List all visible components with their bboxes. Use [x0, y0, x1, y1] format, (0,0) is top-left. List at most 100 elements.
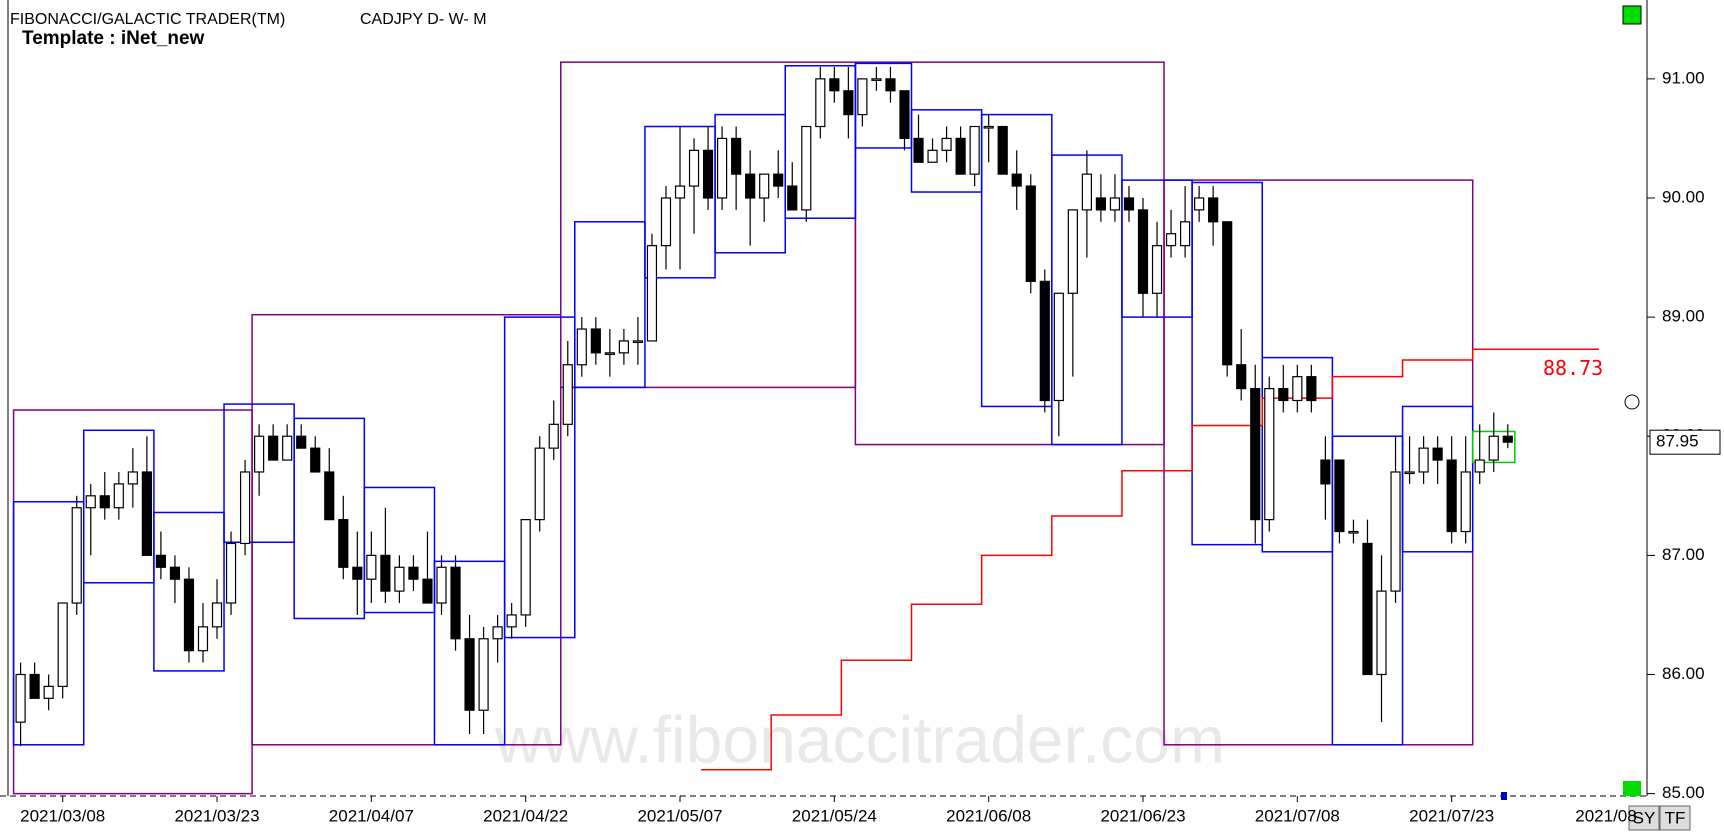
- candle-body: [927, 149, 938, 163]
- step-line-label: 88.73: [1543, 356, 1603, 380]
- candle-body: [338, 519, 349, 568]
- candle-body: [211, 602, 223, 628]
- candle-body: [773, 173, 784, 187]
- y-tick-label: 89.00: [1662, 307, 1705, 326]
- x-tick-label: 2021/05/24: [792, 806, 877, 825]
- sy-button-label[interactable]: SY: [1633, 808, 1656, 827]
- last-price-box: [1649, 429, 1721, 455]
- plot-area: 88.73: [12, 61, 1603, 795]
- candle-body: [239, 471, 251, 545]
- candle-body: [632, 340, 644, 344]
- tf-button[interactable]: [1659, 805, 1691, 831]
- candle-body: [702, 149, 714, 199]
- monthly-range-box: [251, 313, 562, 746]
- x-tick-label: 2021/04/07: [329, 806, 414, 825]
- y-tick-label: 91.00: [1662, 68, 1705, 87]
- candle-body: [1053, 292, 1064, 402]
- y-tick-label: 90.00: [1662, 187, 1705, 206]
- candle-body: [71, 507, 82, 604]
- candle-body: [15, 673, 26, 723]
- candle-body: [43, 685, 54, 699]
- y-tick-label: 85.00: [1662, 783, 1705, 802]
- tf-button-label[interactable]: TF: [1665, 808, 1686, 827]
- corner-button[interactable]: [1623, 781, 1641, 796]
- candle-body: [1264, 387, 1275, 521]
- candle-body: [1250, 387, 1261, 521]
- candle-body: [1081, 173, 1092, 211]
- x-tick-label: 2021/03/08: [20, 806, 105, 825]
- x-tick-label: 2021/06/23: [1100, 806, 1185, 825]
- candle-body: [1348, 530, 1359, 534]
- corner-button[interactable]: [1622, 5, 1642, 25]
- candle-body: [506, 614, 517, 628]
- x-tick-label: 2021/08: [1575, 806, 1636, 825]
- candle-body: [1418, 447, 1429, 473]
- last-price-label: 87.95: [1656, 432, 1699, 451]
- candle-body: [450, 566, 461, 640]
- candle-body: [464, 638, 475, 711]
- candle-body: [1404, 471, 1415, 475]
- candle-body: [1446, 459, 1457, 533]
- candle-body: [478, 638, 489, 711]
- candle-body: [1109, 197, 1121, 211]
- candle-body: [1502, 435, 1513, 443]
- weekly-range-box: [1401, 405, 1474, 553]
- candle-body: [324, 471, 335, 521]
- candle-body: [197, 626, 209, 652]
- candle-body: [1334, 459, 1345, 533]
- candle-body: [436, 566, 447, 604]
- weekly-range-box: [574, 221, 646, 389]
- candle-body: [716, 137, 728, 199]
- candle-body: [85, 495, 96, 509]
- candle-body: [1376, 590, 1387, 676]
- candle-body: [492, 626, 503, 640]
- x-tick-label: 2021/07/23: [1409, 806, 1494, 825]
- weekly-range-box: [854, 62, 913, 149]
- candle-body: [604, 352, 615, 355]
- candle-body: [815, 78, 826, 128]
- candle-body: [1320, 459, 1331, 485]
- candle-body: [394, 566, 405, 592]
- candle-body: [1137, 209, 1149, 294]
- x-tick-label: 2021/06/08: [946, 806, 1031, 825]
- candle-body: [352, 566, 363, 580]
- candle-body: [366, 554, 377, 580]
- weekly-range-box: [12, 501, 85, 746]
- x-tick-label: 2021/05/07: [637, 806, 722, 825]
- candle-body: [913, 137, 924, 163]
- candle-body: [997, 125, 1008, 175]
- candle-body: [408, 566, 419, 580]
- candle-body: [969, 125, 980, 175]
- candle-body: [534, 447, 545, 521]
- sy-button[interactable]: [1628, 805, 1660, 831]
- candle-body: [268, 435, 279, 461]
- candle-body: [871, 78, 882, 81]
- candle-body: [857, 78, 868, 116]
- candle-body: [254, 435, 265, 473]
- candle-body: [646, 245, 658, 342]
- candle-body: [660, 197, 672, 247]
- candle-body: [1025, 185, 1036, 282]
- candle-body: [576, 328, 587, 366]
- candle-body: [674, 185, 686, 199]
- app-title: FIBONACCI/GALACTIC TRADER(TM): [10, 11, 285, 28]
- candle-body: [57, 602, 68, 688]
- candle-body: [590, 328, 601, 354]
- candle-body: [380, 554, 391, 592]
- candle-body: [801, 125, 812, 211]
- watermark: www.fibonaccitrader.com: [494, 702, 1225, 776]
- y-tick-label: 87.00: [1662, 545, 1705, 564]
- candle-body: [1194, 197, 1205, 211]
- x-tick-label: 2021/07/08: [1255, 806, 1340, 825]
- candle-body: [99, 495, 110, 509]
- candle-body: [618, 340, 629, 354]
- candle-body: [282, 435, 293, 461]
- weekly-range-box: [153, 511, 225, 672]
- candle-body: [1474, 459, 1485, 473]
- candle-body: [1306, 376, 1317, 402]
- candle-body: [843, 90, 854, 116]
- candle-body: [899, 90, 910, 140]
- candle-body: [1292, 376, 1303, 402]
